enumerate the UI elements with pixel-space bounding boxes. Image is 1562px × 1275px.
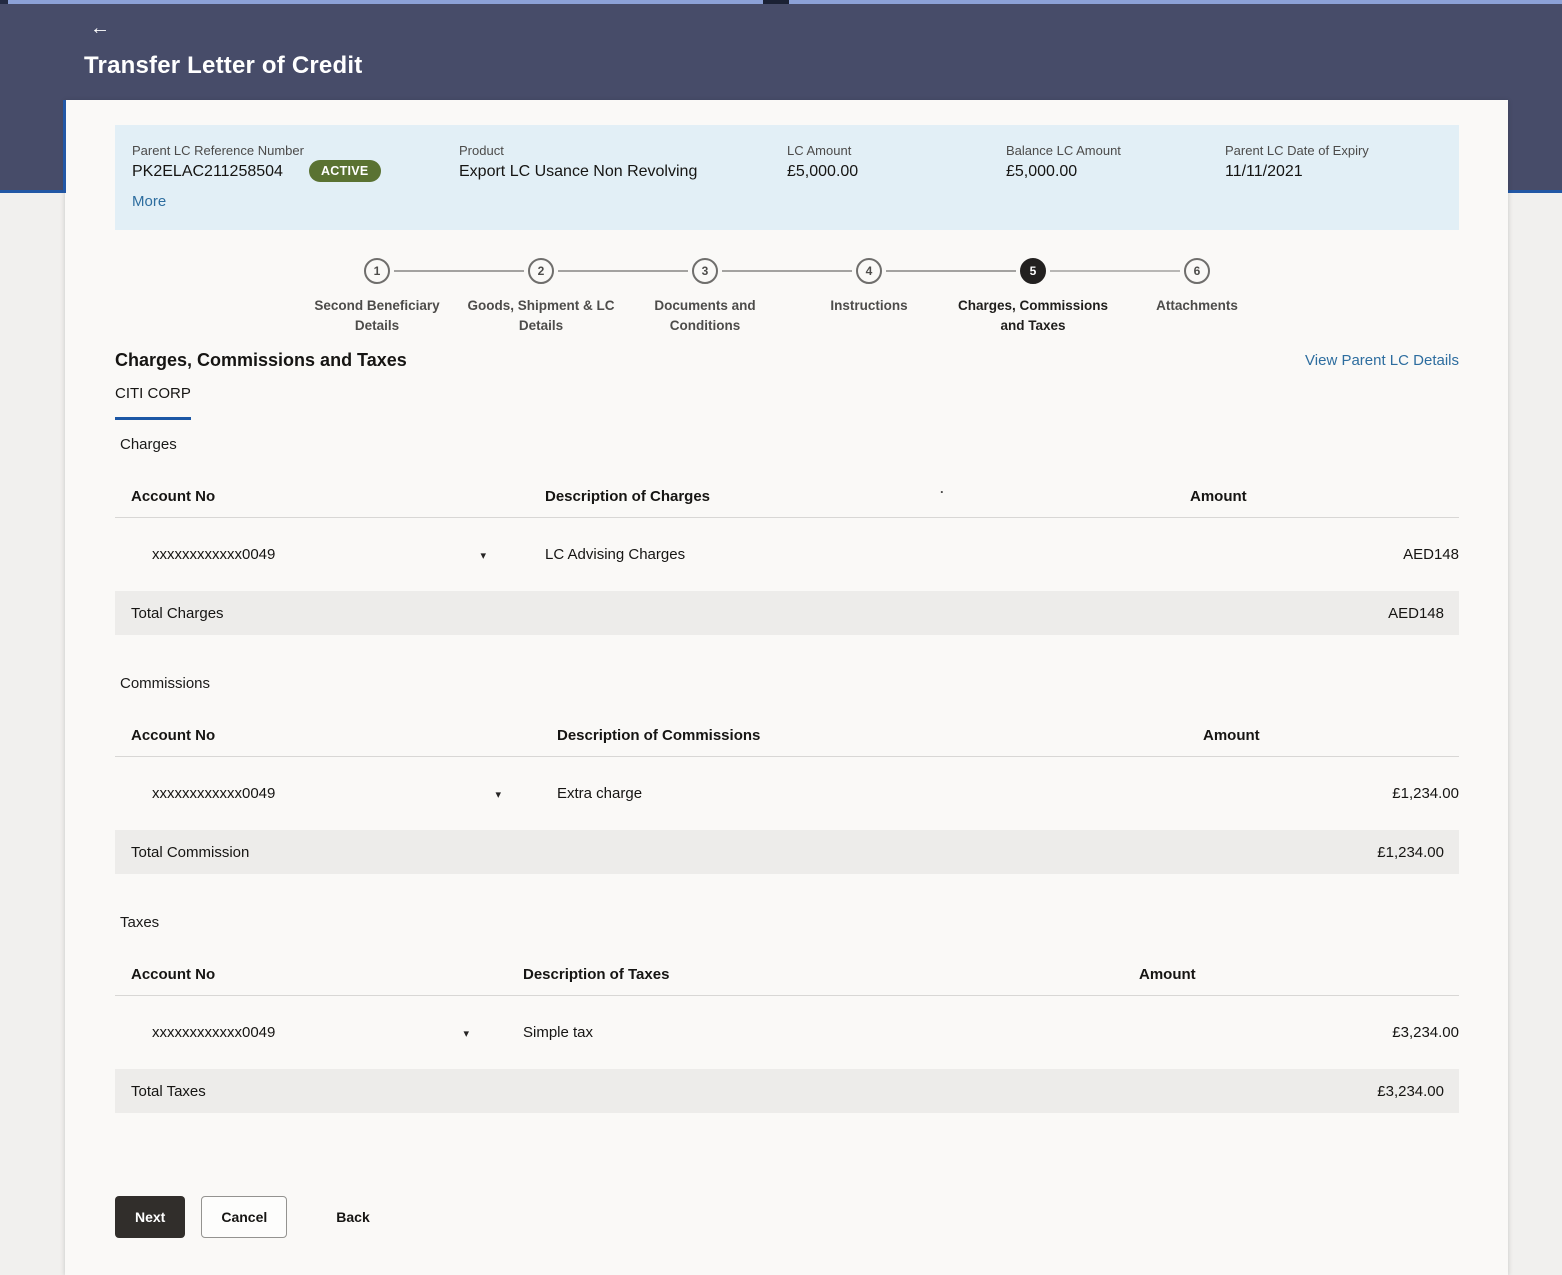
stray-dot: . <box>940 481 944 496</box>
more-link[interactable]: More <box>132 193 167 210</box>
section-heading: Charges, Commissions and Taxes <box>115 350 407 370</box>
balance-lc-amount-value: £5,000.00 <box>1006 163 1078 180</box>
charges-table: Account No Description of Charges Amount… <box>115 475 1459 635</box>
step-6-circle: 6 <box>1184 258 1210 284</box>
field-product: Product Export LC Usance Non Revolving <box>459 143 697 183</box>
back-arrow-icon[interactable]: ← <box>90 17 110 39</box>
taxes-account-select[interactable]: xxxxxxxxxxxx0049 ▾ <box>131 1024 469 1041</box>
commissions-col-account: Account No <box>131 726 216 744</box>
step-5-label: Charges, Commissions and Taxes <box>957 298 1109 333</box>
taxes-col-description: Description of Taxes <box>523 965 670 983</box>
charges-account-value: xxxxxxxxxxxx0049 <box>152 546 276 563</box>
lc-summary-bar: Parent LC Reference Number PK2ELAC211258… <box>115 125 1459 230</box>
balance-lc-amount-label: Balance LC Amount <box>1006 143 1121 158</box>
view-parent-lc-details-link[interactable]: View Parent LC Details <box>1305 352 1459 369</box>
taxes-description-value: Simple tax <box>523 1024 594 1041</box>
parent-lc-expiry-value: 11/11/2021 <box>1225 163 1303 180</box>
page-title: Transfer Letter of Credit <box>84 52 363 79</box>
commissions-col-amount: Amount <box>1203 726 1260 744</box>
commissions-table: Account No Description of Commissions Am… <box>115 714 1459 874</box>
step-documents-and-conditions[interactable]: 3 Documents and Conditions <box>623 258 852 336</box>
chevron-down-icon: ▾ <box>495 789 501 801</box>
step-second-beneficiary-details[interactable]: 1 Second Beneficiary Details <box>295 258 524 336</box>
wizard-stepper: 1 Second Beneficiary Details 2 Goods, Sh… <box>115 258 1459 336</box>
step-3-circle: 3 <box>692 258 718 284</box>
commissions-total-amount: £1,234.00 <box>1377 843 1444 861</box>
commissions-account-value: xxxxxxxxxxxx0049 <box>152 785 276 802</box>
step-2-label: Goods, Shipment & LC Details <box>467 298 615 333</box>
step-2-circle: 2 <box>528 258 554 284</box>
tab-citi-corp[interactable]: CITI CORP <box>115 385 191 420</box>
taxes-total-row: Total Taxes £3,234.00 <box>115 1069 1459 1113</box>
charges-table-row: xxxxxxxxxxxx0049 ▾ LC Advising Charges A… <box>115 518 1459 591</box>
step-5-circle: 5 <box>1020 258 1046 284</box>
step-4-label: Instructions <box>830 298 908 313</box>
next-button[interactable]: Next <box>115 1196 186 1238</box>
commissions-amount-value: £1,234.00 <box>1392 785 1459 802</box>
step-attachments[interactable]: 6 Attachments <box>1115 258 1279 336</box>
taxes-total-amount: £3,234.00 <box>1377 1082 1444 1100</box>
taxes-section-label: Taxes <box>120 914 160 931</box>
top-strip-left-notch <box>0 0 8 4</box>
charges-table-header: Account No Description of Charges Amount… <box>115 475 1459 518</box>
charges-total-label: Total Charges <box>131 604 224 622</box>
taxes-col-amount: Amount <box>1139 965 1196 983</box>
step-charges-commissions-taxes[interactable]: 5 Charges, Commissions and Taxes <box>951 258 1180 336</box>
commissions-description-value: Extra charge <box>557 785 643 802</box>
field-parent-lc-expiry: Parent LC Date of Expiry 11/11/2021 <box>1225 143 1369 183</box>
taxes-amount-value: £3,234.00 <box>1392 1024 1459 1041</box>
charges-col-account: Account No <box>131 487 216 505</box>
status-badge: ACTIVE <box>308 160 381 182</box>
commissions-table-row: xxxxxxxxxxxx0049 ▾ Extra charge £1,234.0… <box>115 757 1459 830</box>
step-1-circle: 1 <box>364 258 390 284</box>
commissions-account-select[interactable]: xxxxxxxxxxxx0049 ▾ <box>131 785 501 802</box>
taxes-total-label: Total Taxes <box>131 1082 206 1100</box>
parent-lc-reference-label: Parent LC Reference Number <box>132 143 304 158</box>
taxes-account-value: xxxxxxxxxxxx0049 <box>152 1024 276 1041</box>
step-6-label: Attachments <box>1156 298 1238 313</box>
parent-lc-expiry-label: Parent LC Date of Expiry <box>1225 143 1369 158</box>
commissions-total-label: Total Commission <box>131 843 250 861</box>
product-value: Export LC Usance Non Revolving <box>459 163 698 180</box>
beneficiary-tabbar: CITI CORP <box>115 385 1459 420</box>
step-instructions[interactable]: 4 Instructions <box>787 258 1016 336</box>
charges-description-value: LC Advising Charges <box>545 546 686 563</box>
lc-amount-label: LC Amount <box>787 143 852 158</box>
step-3-label: Documents and Conditions <box>654 298 756 333</box>
step-goods-shipment-lc-details[interactable]: 2 Goods, Shipment & LC Details <box>459 258 688 336</box>
commissions-col-description: Description of Commissions <box>557 726 761 744</box>
product-label: Product <box>459 143 504 158</box>
charges-col-amount: Amount <box>1190 487 1247 505</box>
field-parent-lc-reference: Parent LC Reference Number PK2ELAC211258… <box>132 143 381 183</box>
taxes-col-account: Account No <box>131 965 216 983</box>
browser-top-strip <box>0 0 1562 4</box>
top-strip-tab-notch <box>763 0 789 4</box>
chevron-down-icon: ▾ <box>463 1028 469 1040</box>
charges-col-description: Description of Charges <box>545 487 711 505</box>
lc-amount-value: £5,000.00 <box>787 163 859 180</box>
charges-amount-value: AED148 <box>1403 546 1459 563</box>
footer-actions: Next Cancel Back <box>115 1196 1459 1238</box>
charges-total-amount: AED148 <box>1388 604 1444 622</box>
taxes-table-header: Account No Description of Taxes Amount <box>115 953 1459 996</box>
field-balance-lc-amount: Balance LC Amount £5,000.00 <box>1006 143 1121 183</box>
commissions-total-row: Total Commission £1,234.00 <box>115 830 1459 874</box>
cancel-button[interactable]: Cancel <box>201 1196 288 1238</box>
step-1-label: Second Beneficiary Details <box>314 298 440 333</box>
taxes-table-row: xxxxxxxxxxxx0049 ▾ Simple tax £3,234.00 <box>115 996 1459 1069</box>
back-button[interactable]: Back <box>336 1196 369 1238</box>
step-4-circle: 4 <box>856 258 882 284</box>
main-card: Parent LC Reference Number PK2ELAC211258… <box>63 100 1508 1275</box>
charges-section-label: Charges <box>120 436 177 453</box>
commissions-section-label: Commissions <box>120 675 211 692</box>
commissions-table-header: Account No Description of Commissions Am… <box>115 714 1459 757</box>
taxes-table: Account No Description of Taxes Amount x… <box>115 953 1459 1113</box>
parent-lc-reference-value: PK2ELAC211258504 <box>132 163 283 180</box>
charges-total-row: Total Charges AED148 <box>115 591 1459 635</box>
chevron-down-icon: ▾ <box>480 550 486 562</box>
charges-account-select[interactable]: xxxxxxxxxxxx0049 ▾ <box>131 546 486 563</box>
field-lc-amount: LC Amount £5,000.00 <box>787 143 858 183</box>
